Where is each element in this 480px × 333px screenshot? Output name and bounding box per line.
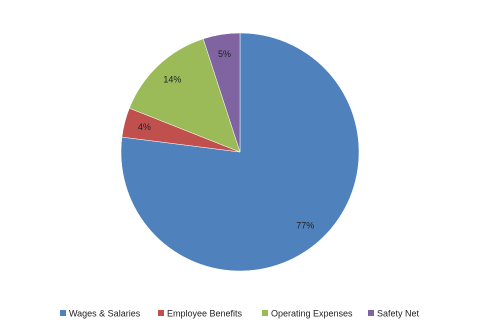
data-label: 77%: [296, 220, 314, 230]
legend-label: Safety Net: [377, 308, 420, 318]
pie-slice: [202, 32, 241, 153]
data-label: 5%: [218, 49, 231, 59]
legend-swatch: [158, 310, 164, 316]
data-label: 14%: [163, 74, 181, 84]
legend-label: Wages & Salaries: [69, 308, 141, 318]
legend-label: Operating Expenses: [271, 308, 353, 318]
legend-label: Employee Benefits: [167, 308, 243, 318]
legend-swatch: [368, 310, 374, 316]
data-label: 4%: [138, 122, 151, 132]
legend-swatch: [60, 310, 66, 316]
legend-swatch: [262, 310, 268, 316]
